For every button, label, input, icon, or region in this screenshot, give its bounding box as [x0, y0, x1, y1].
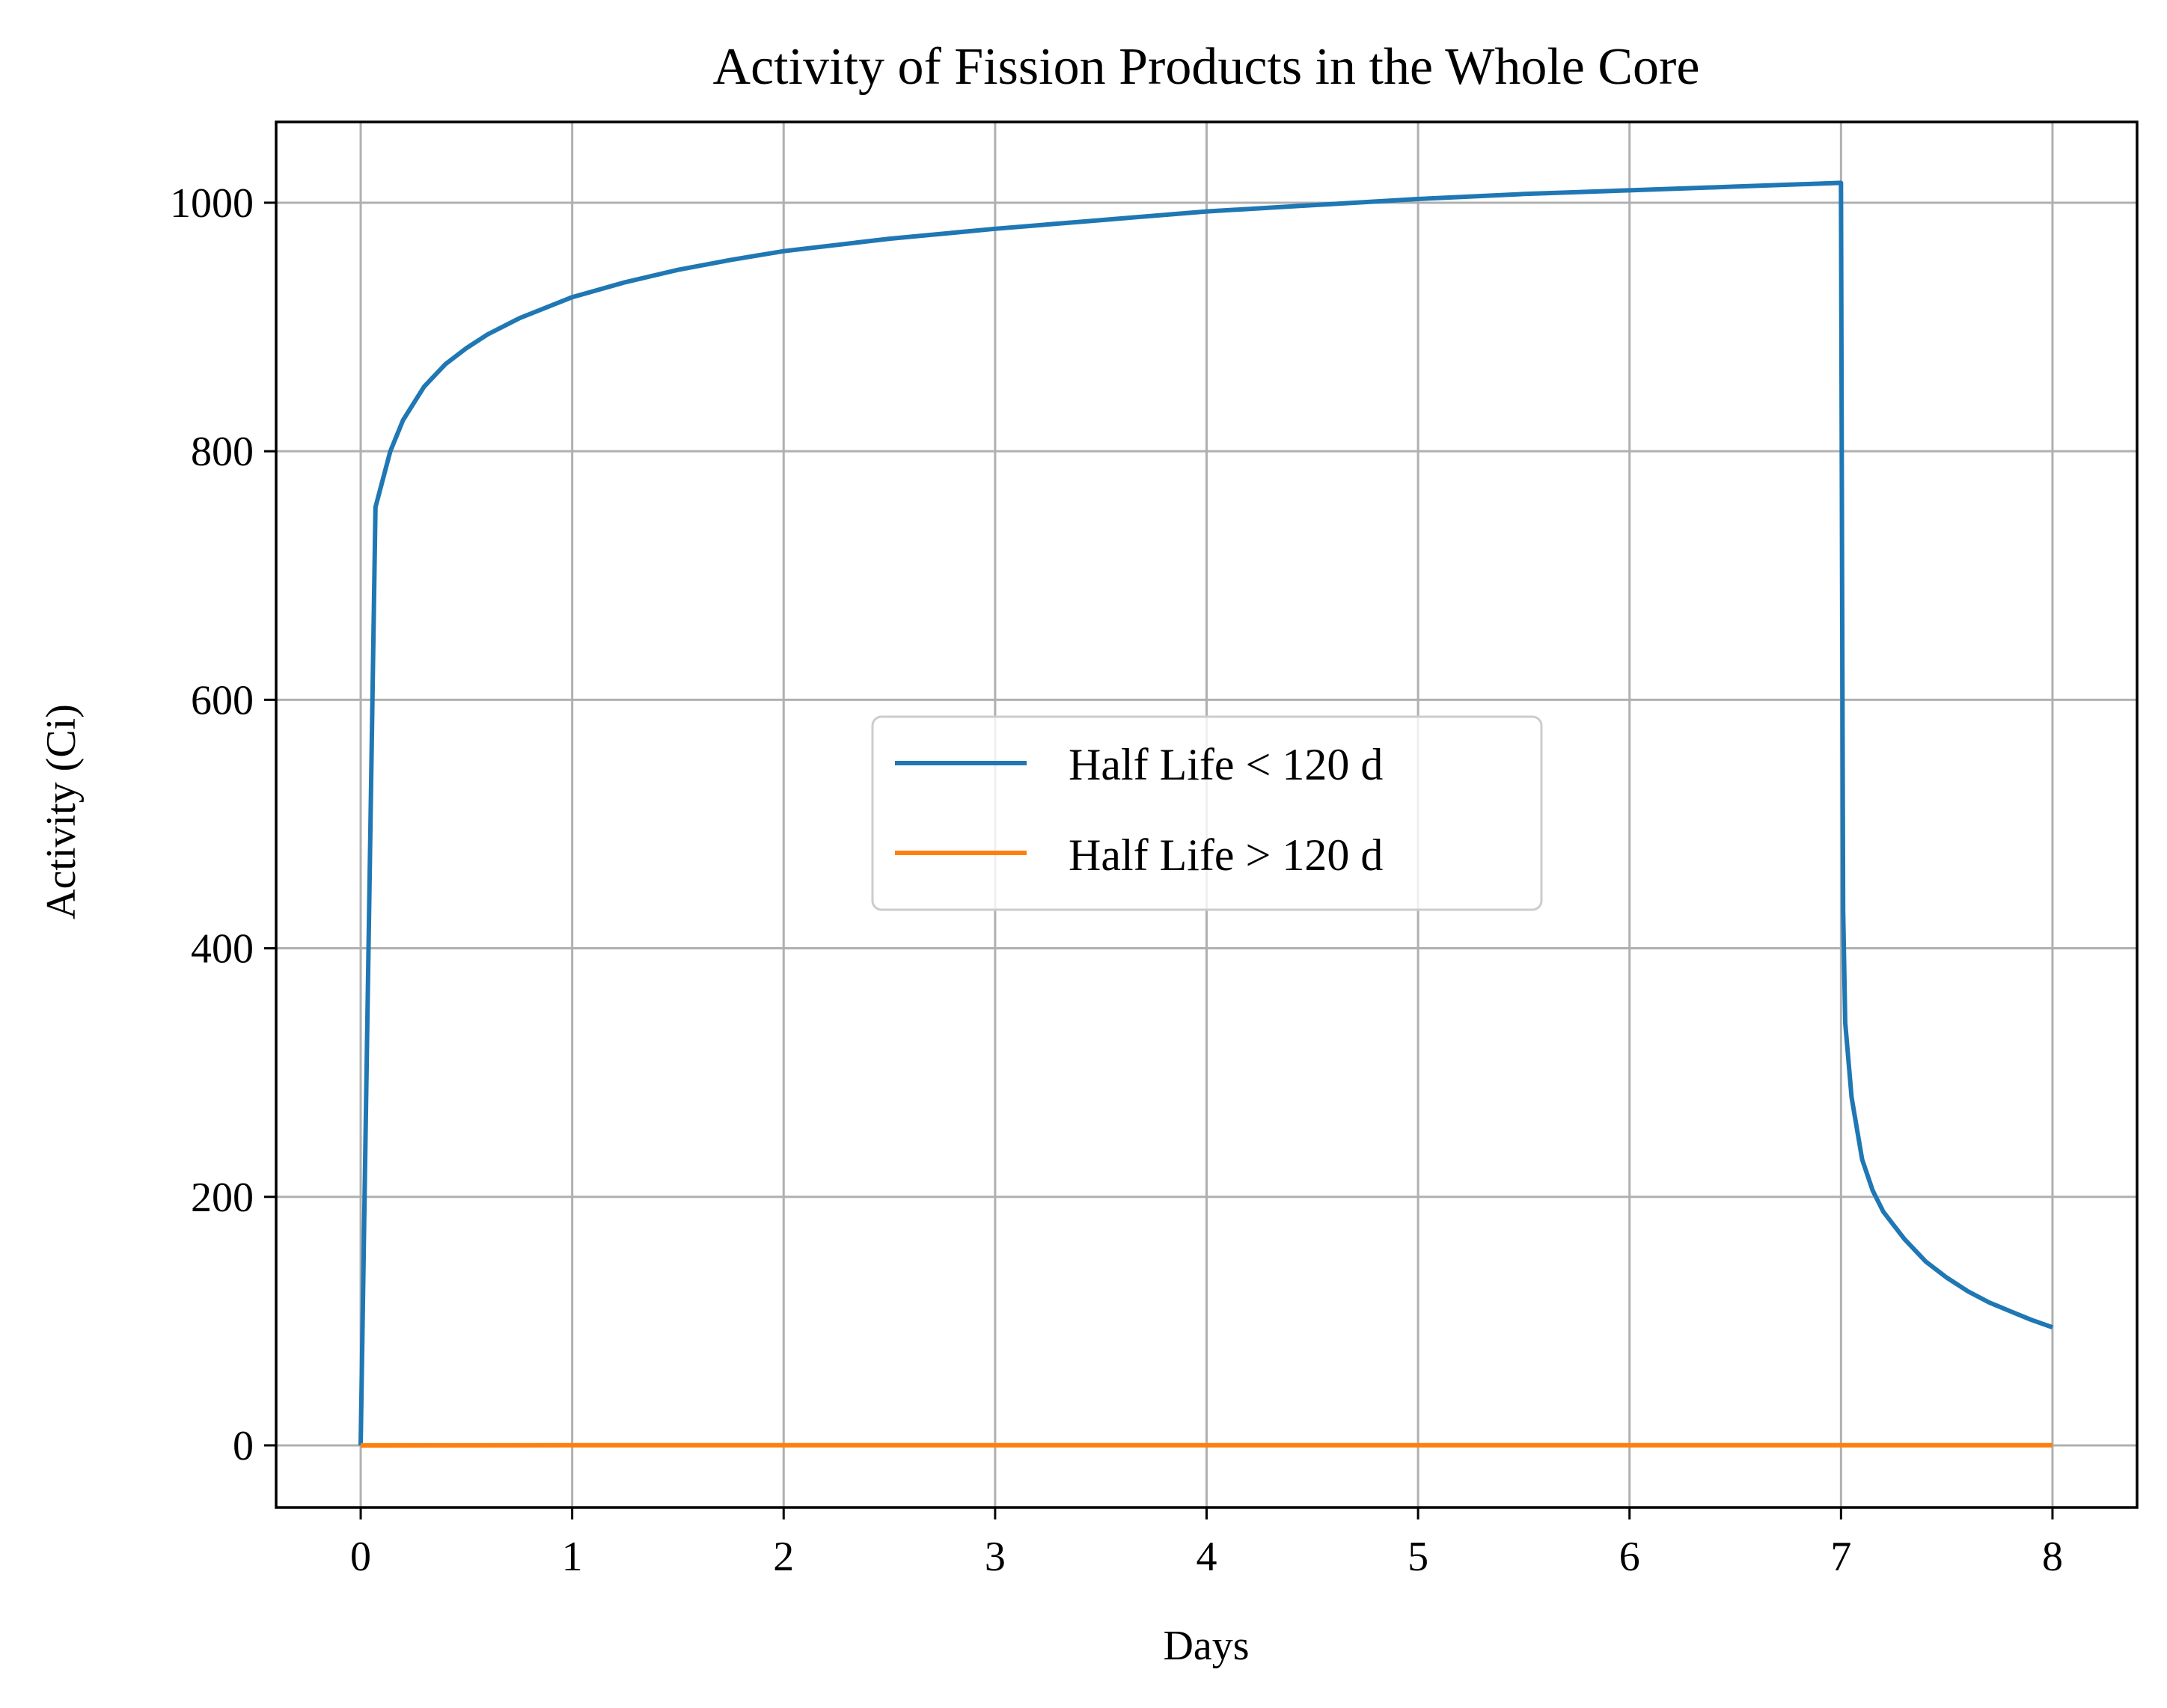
x-axis: 0 1 2 3 4 5 6 7 8	[350, 1507, 2063, 1580]
series-line-short-half-life	[358, 180, 2053, 1446]
x-tick-label: 6	[1619, 1534, 1640, 1580]
x-tick-label: 0	[350, 1534, 371, 1580]
x-tick-label: 2	[773, 1534, 794, 1580]
x-axis-label: Days	[1163, 1623, 1249, 1669]
legend-label-short-half-life: Half Life < 120 d	[1069, 740, 1383, 789]
y-tick-label: 0	[233, 1423, 254, 1469]
chart-title: Activity of Fission Products in the Whol…	[713, 38, 1700, 96]
legend: Half Life < 120 d Half Life > 120 d	[871, 715, 1543, 911]
legend-box	[871, 715, 1543, 911]
x-tick-label: 7	[1830, 1534, 1851, 1580]
y-tick-label: 800	[191, 429, 254, 475]
y-tick-label: 1000	[170, 180, 254, 227]
legend-label-long-half-life: Half Life > 120 d	[1069, 830, 1383, 880]
series-layer	[358, 180, 2053, 1448]
x-tick-label: 5	[1408, 1534, 1428, 1580]
y-tick-label: 400	[191, 926, 254, 973]
y-axis-label: Activity (Ci)	[38, 704, 85, 919]
x-tick-label: 4	[1196, 1534, 1217, 1580]
y-tick-label: 600	[191, 677, 254, 723]
x-tick-label: 8	[2042, 1534, 2063, 1580]
x-tick-label: 1	[562, 1534, 583, 1580]
y-axis: 0 200 400 600 800 1000	[170, 180, 276, 1469]
y-tick-label: 200	[191, 1175, 254, 1221]
x-tick-label: 3	[985, 1534, 1006, 1580]
